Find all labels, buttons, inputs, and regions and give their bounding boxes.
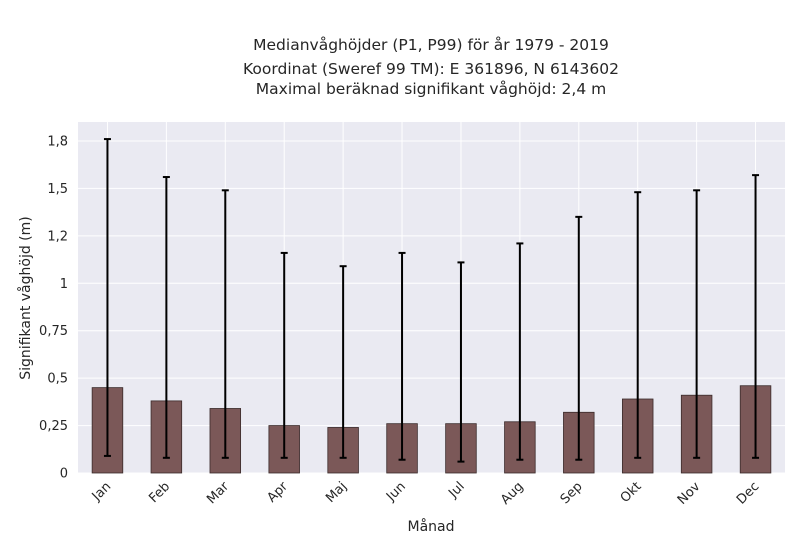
x-tick-label: Aug bbox=[498, 479, 527, 508]
x-tick-label: Feb bbox=[146, 479, 173, 506]
plot-area bbox=[78, 122, 785, 473]
y-tick-label: 0,5 bbox=[47, 372, 68, 387]
y-tick-label: 1,8 bbox=[47, 134, 68, 149]
x-tick-label: Jul bbox=[445, 479, 467, 501]
x-tick-labels: Jan Feb Mar Apr Maj Jun Jul Aug Sep Okt Nov Dec bbox=[89, 479, 763, 508]
x-tick-label: Jun bbox=[383, 479, 409, 505]
x-axis-label: Månad bbox=[408, 518, 455, 535]
x-tick-label: Mar bbox=[204, 479, 232, 507]
chart-title-line-3: Maximal beräknad signifikant våghöjd: 2,… bbox=[255, 80, 607, 98]
y-tick-label: 0,75 bbox=[39, 324, 68, 339]
x-tick-label: Maj bbox=[323, 479, 350, 506]
y-gridlines bbox=[78, 140, 785, 474]
chart-title-line-2: Koordinat (Sweref 99 TM): E 361896, N 61… bbox=[243, 60, 619, 78]
y-tick-label: 0,25 bbox=[39, 419, 68, 434]
x-tick-label: Jan bbox=[89, 479, 114, 504]
x-tick-label: Apr bbox=[265, 479, 292, 506]
x-tick-label: Nov bbox=[675, 479, 704, 508]
chart-title-line-1: Medianvåghöjder (P1, P99) för år 1979 - … bbox=[253, 36, 609, 54]
x-tick-label: Okt bbox=[618, 479, 645, 506]
y-tick-label: 1,2 bbox=[47, 229, 68, 244]
x-tick-label: Dec bbox=[734, 479, 762, 507]
y-tick-label: 1 bbox=[60, 277, 68, 292]
y-tick-labels: 0 0,25 0,5 0,75 1 1,2 1,5 1,8 bbox=[39, 134, 68, 481]
error-bars-group bbox=[103, 138, 760, 463]
y-tick-label: 0 bbox=[60, 467, 68, 482]
y-tick-label: 1,5 bbox=[47, 182, 68, 197]
y-axis-label: Signifikant våghöjd (m) bbox=[17, 216, 34, 379]
x-tick-label: Sep bbox=[558, 479, 586, 507]
